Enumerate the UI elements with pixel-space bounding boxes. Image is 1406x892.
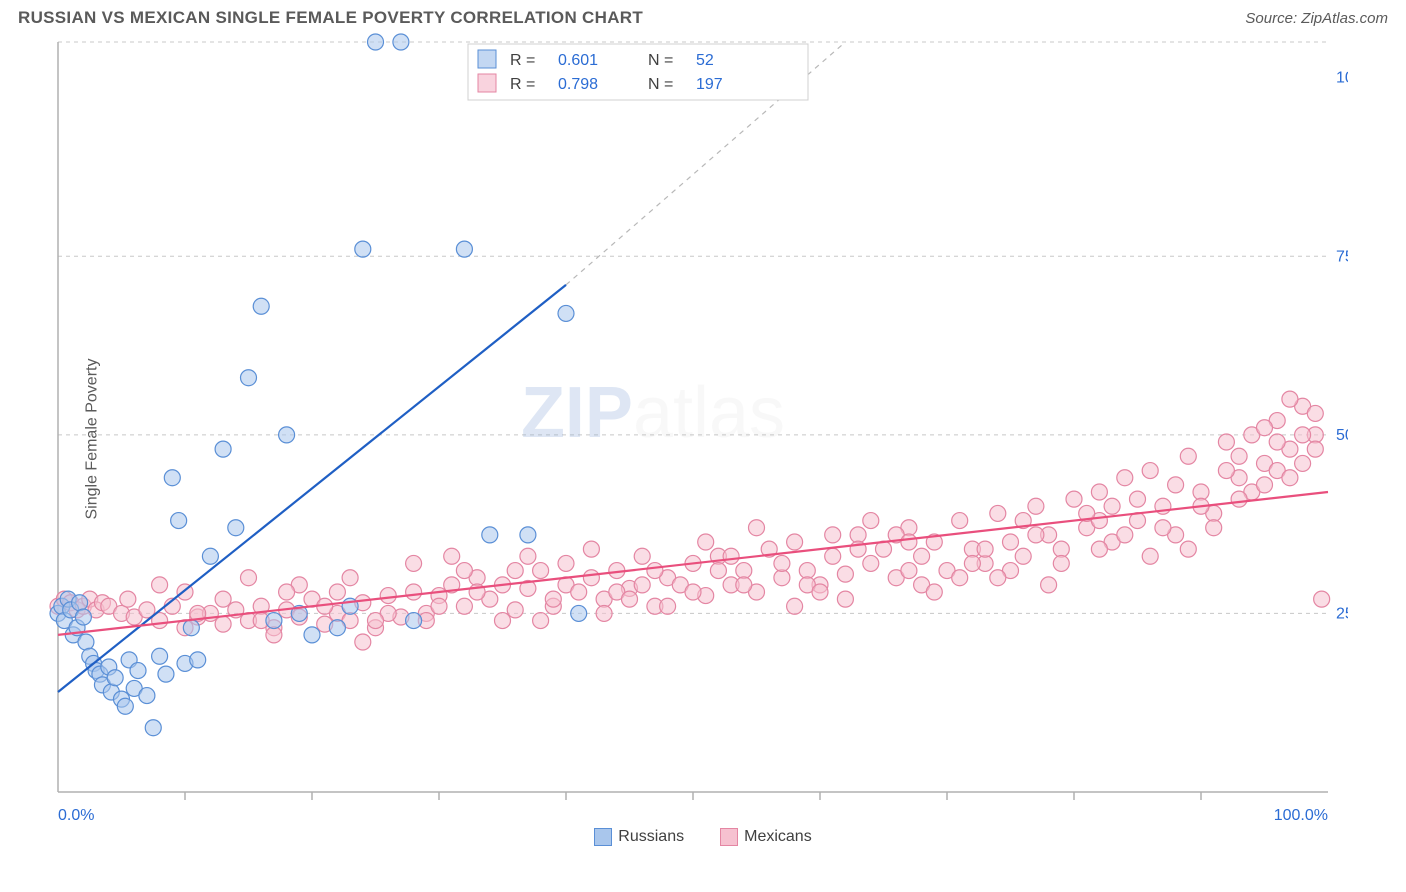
source-site: ZipAtlas.com (1301, 10, 1388, 27)
chart-header: RUSSIAN VS MEXICAN SINGLE FEMALE POVERTY… (0, 0, 1406, 32)
svg-text:0.601: 0.601 (558, 52, 598, 69)
svg-text:100.0%: 100.0% (1274, 807, 1328, 822)
y-axis-label: Single Female Poverty (83, 359, 101, 520)
legend-bottom: Russians Mexicans (18, 828, 1388, 846)
legend-label-mexicans: Mexicans (744, 828, 812, 845)
svg-text:0.0%: 0.0% (58, 807, 94, 822)
svg-text:75.0%: 75.0% (1336, 248, 1348, 265)
svg-text:R =: R = (510, 76, 535, 93)
legend-item-russians: Russians (594, 828, 684, 846)
scatter-chart: 25.0% 50.0% 75.0% 100.0% 0.0% 100.0% ZIPatlas R… (18, 32, 1348, 822)
svg-text:50.0%: 50.0% (1336, 427, 1348, 444)
svg-text:0.798: 0.798 (558, 76, 598, 93)
svg-text:N =: N = (648, 76, 673, 93)
svg-text:197: 197 (696, 76, 723, 93)
svg-text:52: 52 (696, 52, 714, 69)
legend-item-mexicans: Mexicans (720, 828, 812, 846)
svg-text:ZIPatlas: ZIPatlas (521, 373, 785, 453)
swatch-mexicans (720, 828, 738, 846)
source-label: Source: (1245, 10, 1301, 27)
swatch-russians (594, 828, 612, 846)
chart-container: Single Female Poverty 25.0% 50.0% 75.0% 100… (18, 32, 1388, 846)
svg-text:R =: R = (510, 52, 535, 69)
legend-label-russians: Russians (618, 828, 684, 845)
svg-text:N =: N = (648, 52, 673, 69)
chart-title: RUSSIAN VS MEXICAN SINGLE FEMALE POVERTY… (18, 8, 643, 28)
svg-text:25.0%: 25.0% (1336, 605, 1348, 622)
svg-text:100.0%: 100.0% (1336, 70, 1348, 87)
source-attribution: Source: ZipAtlas.com (1245, 10, 1388, 27)
